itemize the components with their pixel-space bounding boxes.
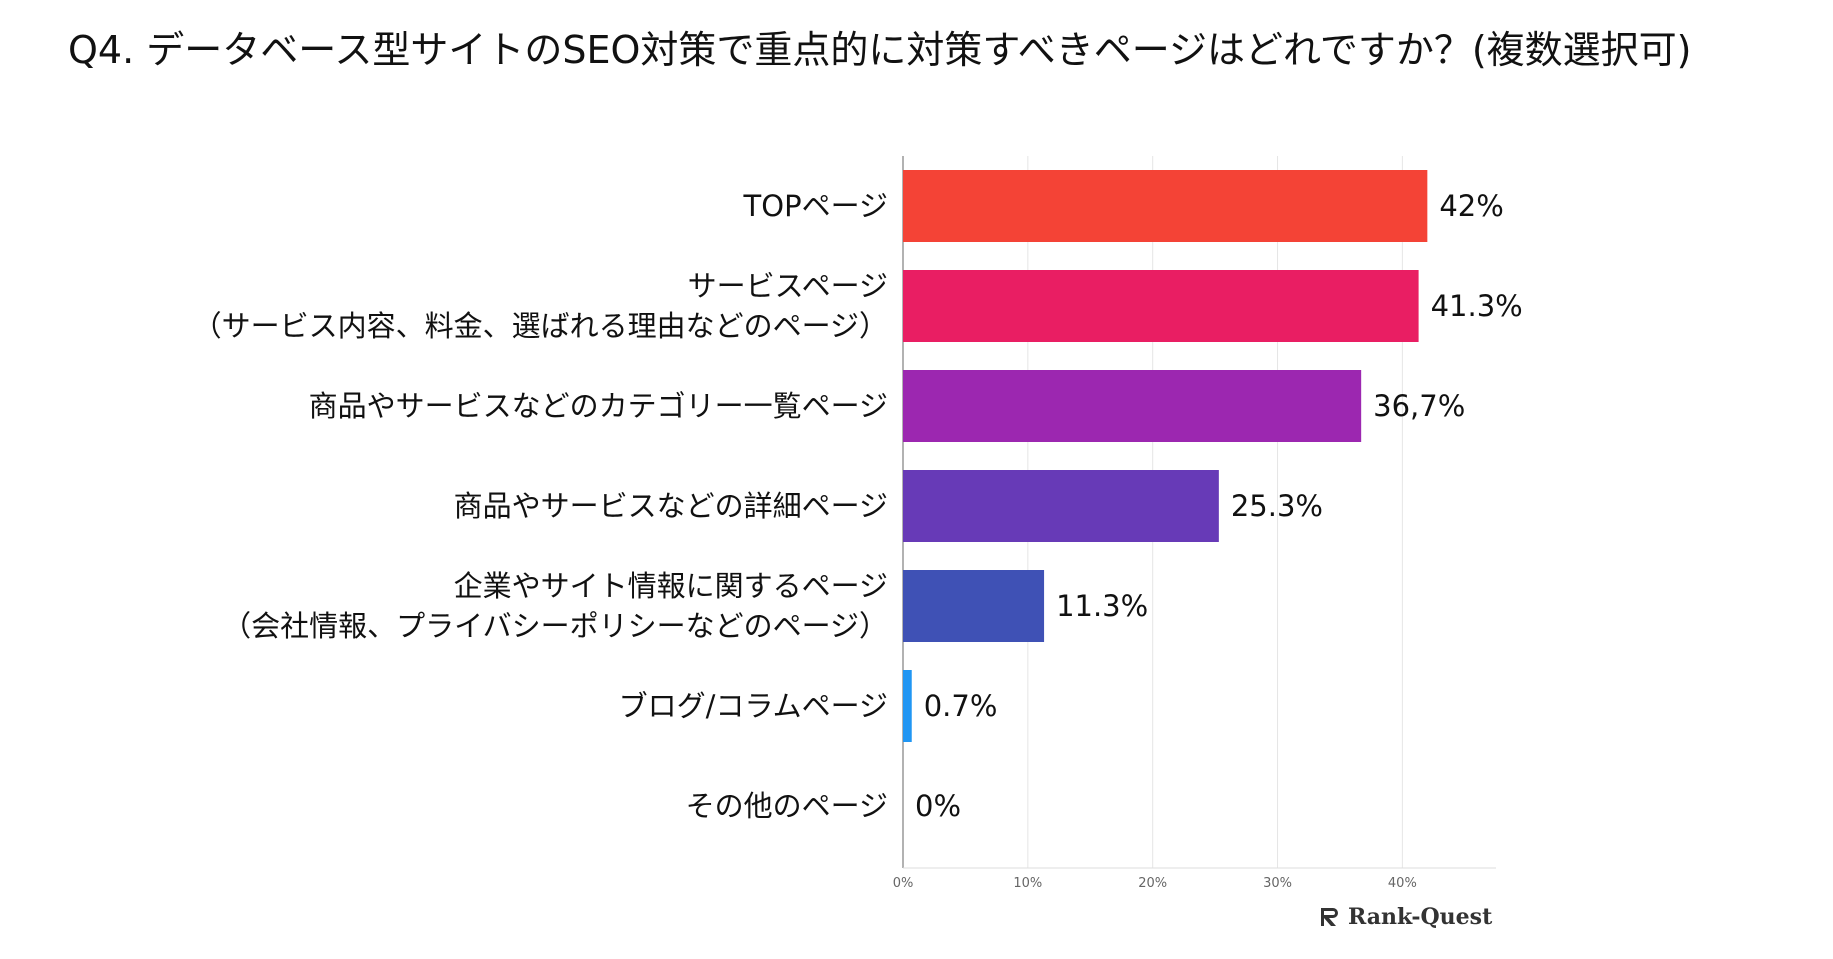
bar [903, 470, 1219, 542]
x-tick-label: 40% [1388, 876, 1417, 891]
bar [903, 270, 1419, 342]
x-tick-label: 20% [1138, 876, 1167, 891]
value-label: 0.7% [924, 689, 998, 723]
category-label: 企業やサイト情報に関するページ [454, 569, 888, 603]
category-label: （会社情報、プライバシーポリシーなどのページ） [222, 609, 888, 643]
value-label: 36,7% [1373, 389, 1465, 423]
rank-quest-logo-text: Rank-Quest [1348, 904, 1493, 930]
rank-quest-logo: Rank-Quest [1318, 904, 1492, 930]
x-tick-label: 0% [893, 876, 914, 891]
chart-title: Q4. データベース型サイトのSEO対策で重点的に対策すべきページはどれですか？… [68, 28, 1692, 72]
value-label: 41.3% [1431, 289, 1523, 323]
category-label: その他のページ [686, 789, 888, 823]
x-tick-label: 10% [1013, 876, 1042, 891]
bar [903, 570, 1045, 642]
x-tick-label: 30% [1263, 876, 1292, 891]
category-label: 商品やサービスなどの詳細ページ [454, 489, 888, 523]
value-label: 0% [915, 789, 961, 823]
rank-quest-logo-icon [1321, 908, 1338, 926]
value-label: 42% [1439, 189, 1503, 223]
category-label: TOPページ [743, 189, 888, 223]
category-label: サービスページ [688, 269, 888, 303]
bar [903, 170, 1428, 242]
bar [903, 670, 912, 742]
value-label: 25.3% [1231, 489, 1323, 523]
value-label: 11.3% [1056, 589, 1148, 623]
bar [903, 370, 1362, 442]
category-label: （サービス内容、料金、選ばれる理由などのページ） [193, 309, 888, 343]
category-label: ブログ/コラムページ [619, 689, 888, 723]
category-label: 商品やサービスなどのカテゴリー一覧ページ [309, 389, 888, 423]
